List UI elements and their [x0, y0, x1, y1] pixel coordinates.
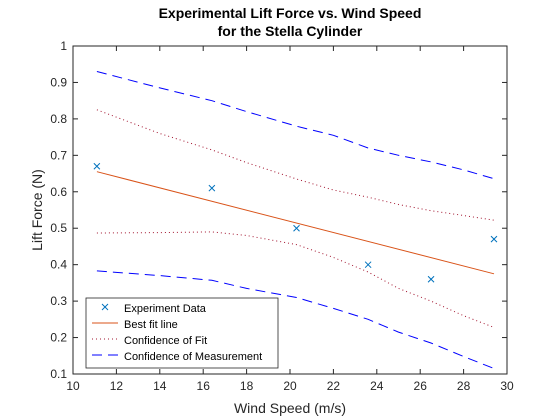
- y-tick-label: 0.7: [50, 148, 67, 162]
- chart-title-line-2: for the Stella Cylinder: [218, 23, 363, 39]
- legend-label-confidence-of-measurement: Confidence of Measurement: [124, 351, 262, 363]
- y-tick-label: 0.8: [50, 112, 67, 126]
- legend: Experiment Data Best fit line Confidence…: [86, 298, 278, 368]
- x-tick-label: 20: [283, 379, 297, 393]
- x-tick-label: 26: [414, 379, 428, 393]
- x-tick-label: 16: [197, 379, 211, 393]
- legend-label-experiment-data: Experiment Data: [124, 303, 207, 315]
- x-tick-label: 28: [457, 379, 471, 393]
- x-tick-label: 22: [327, 379, 341, 393]
- x-tick-label: 30: [500, 379, 514, 393]
- y-axis-label: Lift Force (N): [29, 169, 45, 251]
- y-tick-label: 0.6: [50, 185, 67, 199]
- y-tick-label: 0.2: [50, 331, 67, 345]
- x-tick-label: 24: [370, 379, 384, 393]
- chart-title-line-1: Experimental Lift Force vs. Wind Speed: [159, 5, 422, 21]
- y-tick-label: 0.4: [50, 258, 67, 272]
- x-tick-label: 14: [153, 379, 167, 393]
- x-tick-label: 12: [110, 379, 124, 393]
- y-tick-label: 0.9: [50, 75, 67, 89]
- y-tick-label: 1: [60, 39, 67, 53]
- y-tick-label: 0.1: [50, 367, 67, 381]
- y-tick-label: 0.5: [50, 221, 67, 235]
- x-tick-label: 10: [66, 379, 80, 393]
- legend-label-best-fit-line: Best fit line: [124, 319, 178, 331]
- legend-label-confidence-of-fit: Confidence of Fit: [124, 335, 207, 347]
- x-tick-label: 18: [240, 379, 254, 393]
- y-tick-label: 0.3: [50, 294, 67, 308]
- x-axis-label: Wind Speed (m/s): [234, 400, 346, 416]
